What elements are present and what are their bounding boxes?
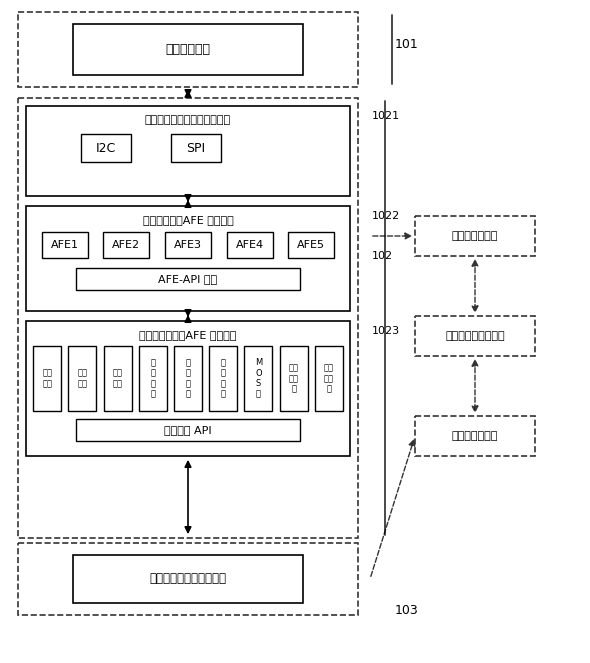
Text: 掉线
自恢
复: 掉线 自恢 复 — [324, 363, 334, 393]
Bar — [26, 321, 350, 456]
Bar — [280, 346, 307, 411]
Bar — [68, 346, 96, 411]
Text: 103: 103 — [395, 603, 419, 617]
Bar — [227, 232, 273, 258]
Bar — [171, 134, 221, 162]
Text: 业务逻辑开发者: 业务逻辑开发者 — [452, 431, 498, 441]
Text: 驱动库模块（AFE 驱动层）: 驱动库模块（AFE 驱动层） — [143, 215, 234, 225]
Text: 电流
采样: 电流 采样 — [77, 369, 87, 389]
Bar — [73, 24, 303, 75]
Bar — [415, 216, 535, 256]
Bar — [103, 232, 149, 258]
Bar — [76, 419, 300, 441]
Bar — [26, 106, 350, 196]
Text: 短
路
处
理: 短 路 处 理 — [221, 359, 226, 398]
Text: I2C: I2C — [96, 141, 116, 154]
Bar — [244, 346, 273, 411]
Text: 底层驱动开发者: 底层驱动开发者 — [452, 231, 498, 241]
Bar — [26, 206, 350, 311]
Bar — [415, 316, 535, 356]
Text: 均
衡
控
制: 均 衡 控 制 — [150, 359, 155, 398]
Bar — [42, 232, 88, 258]
Bar — [18, 12, 358, 87]
Text: 数据接口 API: 数据接口 API — [164, 425, 212, 435]
Text: 102: 102 — [372, 251, 393, 261]
Text: 模拟前端电路: 模拟前端电路 — [166, 43, 211, 56]
Bar — [315, 346, 343, 411]
Text: 1021: 1021 — [372, 111, 400, 121]
Text: 逻辑处理模块（AFE 逻辑层）: 逻辑处理模块（AFE 逻辑层） — [139, 330, 237, 340]
Text: AFE-API 接口: AFE-API 接口 — [159, 274, 218, 284]
Bar — [73, 555, 303, 603]
Bar — [81, 134, 131, 162]
Bar — [18, 98, 358, 538]
Bar — [174, 346, 202, 411]
Text: AFE3: AFE3 — [174, 240, 202, 250]
Text: 电压
采样: 电压 采样 — [42, 369, 52, 389]
Text: SPI: SPI — [186, 141, 205, 154]
Bar — [104, 346, 132, 411]
Text: 驱动层与业务层接口: 驱动层与业务层接口 — [445, 331, 505, 341]
Text: 温度
采样: 温度 采样 — [113, 369, 123, 389]
Bar — [139, 346, 167, 411]
Bar — [33, 346, 61, 411]
Bar — [415, 416, 535, 456]
Bar — [165, 232, 211, 258]
Bar — [289, 232, 335, 258]
Text: 1022: 1022 — [372, 211, 400, 221]
Text: M
O
S
控: M O S 控 — [255, 359, 262, 398]
Text: AFE2: AFE2 — [112, 240, 140, 250]
Text: 101: 101 — [395, 38, 419, 51]
Text: 休眠
与映
醒: 休眠 与映 醒 — [289, 363, 299, 393]
Text: AFE4: AFE4 — [235, 240, 264, 250]
Text: AFE5: AFE5 — [297, 240, 325, 250]
Text: AFE1: AFE1 — [51, 240, 78, 250]
Bar — [18, 543, 358, 615]
Text: 断
线
检
测: 断 线 检 测 — [185, 359, 191, 398]
Text: 1023: 1023 — [372, 326, 400, 336]
Bar — [209, 346, 237, 411]
Text: 通信接口模块（通信接口层）: 通信接口模块（通信接口层） — [145, 115, 231, 125]
Bar — [76, 268, 300, 290]
Text: 控制电路（业务逻辑层）: 控制电路（业务逻辑层） — [149, 572, 227, 585]
